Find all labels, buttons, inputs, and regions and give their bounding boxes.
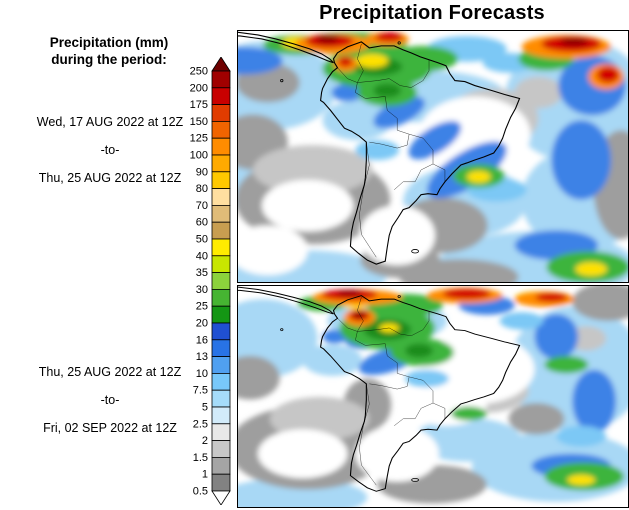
colorbar-tick-label: 16 [196,334,208,346]
precip-shading-1 [238,31,628,282]
period-2-separator: -to- [100,393,120,407]
legend-heading-line1: Precipitation (mm) [49,35,169,50]
colorbar-tick-label: 30 [196,284,208,296]
colorbar-tick-label: 0.5 [193,486,208,498]
colorbar-tick-label: 150 [190,116,208,128]
colorbar-cell [211,423,231,441]
colorbar-cell [211,339,231,357]
colorbar-tick-label: 20 [196,318,208,330]
colorbar-cell [211,154,231,173]
colorbar-tick-label: 2 [202,435,208,447]
colorbar-tick-label: 35 [196,267,208,279]
period-1-start: Wed, 17 AUG 2022 at 12Z [36,115,184,129]
colorbar-cell [211,473,231,492]
precip-map-period-1 [238,31,628,282]
colorbar-cell [211,456,231,475]
colorbar-cell [211,255,231,274]
colorbar-cell [211,389,231,408]
colorbar-tick-label: 80 [196,183,208,195]
colorbar-tick-label: 70 [196,200,208,212]
colorbar-cell [211,171,231,190]
colorbar-tick-label: 5 [202,402,208,414]
precip-map-period-2 [238,286,628,507]
colorbar-cell [211,204,231,223]
colorbar-tick-label: 25 [196,301,208,313]
forecast-map-panel-2 [237,285,629,508]
colorbar-tick-label: 175 [190,99,208,111]
extreme-rain-darkred-cores [337,290,366,319]
page-title: Precipitation Forecasts [319,2,545,24]
colorbar-cell [211,121,231,139]
colorbar-tick-label: 7.5 [193,385,208,397]
colorbar-cell [211,188,231,206]
colorbar-tick-label: 90 [196,166,208,178]
extreme-rain-darkred-cores [316,34,589,46]
colorbar-cell [211,406,231,425]
forecast-period-2: Thu, 25 AUG 2022 at 12Z -to- Fri, 02 SEP… [4,358,216,442]
colorbar-tick-label: 40 [196,250,208,262]
colorbar-cell [211,372,231,391]
colorbar-cell [211,238,231,257]
colorbar-cell [211,288,231,307]
colorbar-tick-label: 50 [196,234,208,246]
colorbar-arrow-bottom [211,490,231,505]
period-1-end: Thu, 25 AUG 2022 at 12Z [38,171,182,185]
colorbar-arrow-top [211,57,231,72]
colorbar-cell [211,356,231,374]
colorbar-tick-label: 200 [190,82,208,94]
colorbar-tick-label: 1.5 [193,452,208,464]
moderate-rain-cyan-bands [405,312,607,447]
colorbar-cell [211,221,231,240]
colorbar-tick-label: 125 [190,133,208,145]
colorbar-tick-label: 100 [190,150,208,162]
colorbar-cell [211,272,231,290]
colorbar-cell [211,137,231,156]
period-1-separator: -to- [100,143,120,157]
colorbar: 2502001751501251009080706050403530252016… [190,57,231,505]
colorbar-cell [211,305,231,324]
precip-shading-2 [238,286,628,507]
colorbar-tick-label: 250 [190,66,208,78]
colorbar-cell [211,322,231,341]
colorbar-tick-label: 2.5 [193,418,208,430]
colorbar-tick-label: 60 [196,217,208,229]
forecast-map-panel-1 [237,30,629,283]
forecast-period-1: Wed, 17 AUG 2022 at 12Z -to- Thu, 25 AUG… [4,108,216,192]
colorbar-tick-label: 10 [196,368,208,380]
colorbar-tick-label: 13 [196,351,208,363]
period-2-start: Thu, 25 AUG 2022 at 12Z [38,365,182,379]
colorbar-cell [211,87,231,105]
legend-heading: Precipitation (mm) during the period: [10,34,208,68]
colorbar-cell [211,440,231,458]
colorbar-cell [211,104,231,122]
period-2-end: Fri, 02 SEP 2022 at 12Z [43,421,177,435]
colorbar-tick-label: 1 [202,469,208,481]
colorbar-cell [211,70,231,89]
legend-heading-line2: during the period: [51,52,167,67]
